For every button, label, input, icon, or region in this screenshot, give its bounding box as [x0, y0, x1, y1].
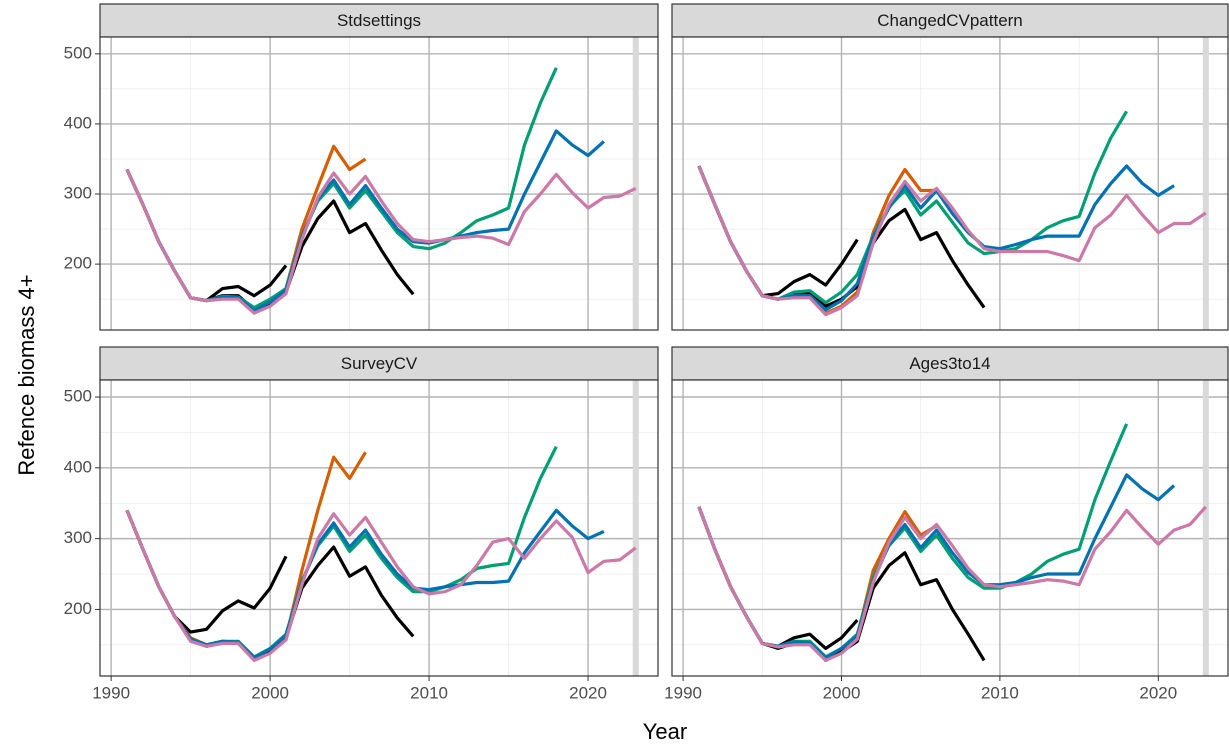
- series-line: [697, 505, 1207, 662]
- facet-title: Stdsettings: [337, 11, 421, 30]
- y-tick-label: 300: [64, 183, 92, 202]
- panel-background: [672, 37, 1228, 330]
- facet-title: Ages3to14: [909, 354, 990, 373]
- series-line: [125, 168, 637, 315]
- y-tick-label: 300: [64, 528, 92, 547]
- y-tick-label: 400: [64, 457, 92, 476]
- x-axis-title: Year: [643, 719, 687, 744]
- facet-strip: [671, 346, 1229, 381]
- panel-background: [672, 380, 1228, 676]
- y-tick-label: 400: [64, 113, 92, 132]
- panel-border: [99, 36, 659, 331]
- x-tick-label: 2000: [251, 683, 289, 702]
- x-tick-label: 2010: [981, 683, 1019, 702]
- series-line: [697, 165, 1207, 317]
- facet-strip: [99, 3, 659, 38]
- series-line: [125, 509, 637, 662]
- x-tick-label: 2010: [410, 683, 448, 702]
- x-tick-label: 2020: [569, 683, 607, 702]
- facet-title: ChangedCVpattern: [877, 11, 1023, 30]
- x-tick-label: 1990: [664, 683, 702, 702]
- panel-border: [99, 379, 659, 677]
- y-axis-title: Refence biomass 4+: [14, 274, 39, 475]
- facet-title: SurveyCV: [341, 354, 418, 373]
- facet-strip: [99, 346, 659, 381]
- x-tick-label: 1990: [92, 683, 130, 702]
- y-tick-label: 200: [64, 254, 92, 273]
- panel-border: [671, 36, 1229, 331]
- x-tick-label: 2000: [823, 683, 861, 702]
- y-tick-label: 500: [64, 386, 92, 405]
- y-tick-label: 500: [64, 43, 92, 62]
- panel-border: [671, 379, 1229, 677]
- x-tick-label: 2020: [1139, 683, 1177, 702]
- y-tick-label: 200: [64, 599, 92, 618]
